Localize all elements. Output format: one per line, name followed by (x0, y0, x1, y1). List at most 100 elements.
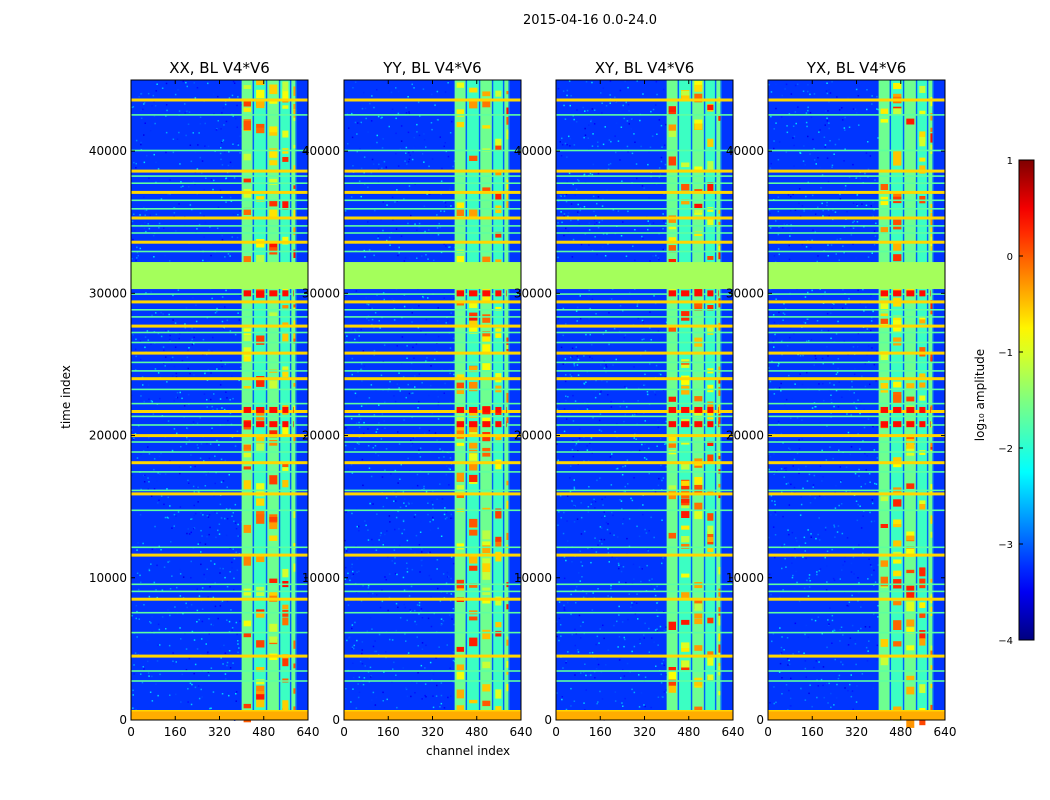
noise-pixel (224, 673, 227, 675)
noise-pixel (867, 256, 870, 258)
noise-pixel (657, 257, 660, 259)
noise-pixel (621, 180, 623, 182)
noise-pixel (563, 607, 566, 609)
noise-pixel (869, 155, 872, 157)
noise-pixel (597, 588, 599, 590)
noise-pixel (582, 168, 585, 170)
noise-pixel (348, 636, 351, 638)
noise-pixel (225, 508, 228, 510)
emission-patch (482, 125, 491, 129)
noise-pixel (155, 683, 157, 685)
noise-pixel (826, 550, 829, 552)
noise-pixel (414, 609, 416, 612)
noise-pixel (804, 296, 807, 298)
noise-pixel (616, 467, 619, 470)
noise-pixel (619, 89, 622, 92)
noise-pixel (395, 496, 397, 498)
noise-pixel (589, 442, 591, 444)
noise-pixel (609, 102, 611, 104)
noise-pixel (418, 449, 420, 451)
noise-pixel (169, 179, 171, 181)
noise-pixel (169, 505, 171, 507)
noise-pixel (601, 205, 604, 207)
rfi-line (768, 370, 945, 372)
emission-patch (269, 84, 278, 95)
noise-pixel (583, 355, 585, 357)
noise-pixel (424, 230, 426, 233)
noise-pixel (622, 490, 625, 493)
emission-patch (469, 453, 478, 461)
emission-patch (919, 165, 926, 174)
noise-pixel (366, 303, 368, 306)
noise-pixel (852, 556, 855, 559)
noise-pixel (616, 536, 619, 538)
flagged-time-block (131, 262, 308, 290)
noise-pixel (834, 143, 837, 146)
noise-pixel (413, 516, 416, 518)
emission-patch (919, 578, 926, 589)
noise-pixel (651, 637, 653, 639)
noise-pixel (585, 81, 588, 83)
noise-pixel (768, 245, 770, 248)
noise-pixel (193, 639, 196, 641)
noise-pixel (412, 392, 414, 394)
noise-pixel (637, 400, 639, 402)
band-edge (703, 80, 706, 720)
noise-pixel (642, 320, 644, 323)
noise-pixel (801, 383, 804, 386)
noise-pixel (853, 573, 855, 575)
noise-pixel (409, 219, 412, 222)
noise-pixel (828, 214, 830, 217)
emission-patch (930, 515, 933, 524)
emission-patch (880, 119, 888, 123)
noise-pixel (589, 652, 591, 654)
noise-pixel (431, 501, 433, 503)
noise-pixel (351, 627, 353, 630)
noise-pixel (204, 543, 207, 545)
noise-pixel (389, 244, 391, 246)
noise-pixel (410, 362, 413, 365)
noise-pixel (148, 177, 150, 179)
noise-pixel (778, 311, 780, 314)
noise-pixel (384, 576, 386, 578)
noise-pixel (598, 419, 601, 422)
noise-pixel (585, 333, 587, 336)
noise-pixel (198, 697, 201, 700)
noise-pixel (440, 618, 443, 620)
noise-pixel (865, 205, 868, 208)
noise-pixel (400, 362, 403, 364)
noise-pixel (170, 541, 172, 543)
noise-pixel (644, 443, 646, 445)
emission-patch (694, 706, 703, 712)
noise-pixel (566, 94, 568, 97)
noise-pixel (831, 614, 834, 617)
noise-pixel (237, 640, 239, 642)
noise-pixel (219, 647, 222, 650)
noise-pixel (360, 167, 363, 169)
emission-patch (893, 620, 902, 630)
emission-patch (694, 84, 703, 92)
noise-pixel (436, 320, 439, 322)
noise-pixel (150, 495, 153, 497)
noise-pixel (833, 628, 835, 631)
noise-pixel (585, 592, 588, 595)
emission-patch (293, 334, 296, 341)
panel-title: YY, BL V4*V6 (382, 59, 481, 77)
noise-pixel (617, 210, 620, 212)
noise-pixel (196, 168, 199, 170)
emission-patch (456, 705, 464, 711)
noise-pixel (452, 659, 455, 662)
noise-pixel (225, 289, 227, 292)
emission-patch (256, 510, 265, 517)
noise-pixel (583, 632, 585, 635)
emission-patch (469, 529, 478, 536)
noise-pixel (825, 90, 828, 92)
noise-pixel (839, 238, 842, 240)
burst-patch (906, 290, 915, 297)
noise-pixel (647, 220, 649, 222)
noise-pixel (200, 529, 202, 532)
noise-pixel (853, 220, 855, 222)
rfi-line (556, 293, 733, 295)
noise-pixel (785, 469, 787, 472)
noise-pixel (196, 87, 199, 89)
